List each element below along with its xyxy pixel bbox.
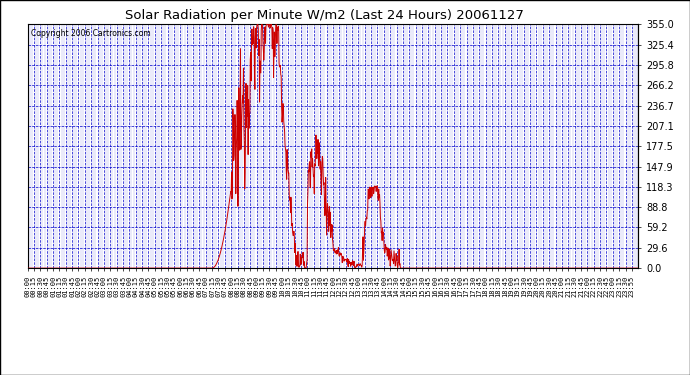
Text: Copyright 2006 Cartronics.com: Copyright 2006 Cartronics.com [30, 29, 150, 38]
Text: Solar Radiation per Minute W/m2 (Last 24 Hours) 20061127: Solar Radiation per Minute W/m2 (Last 24… [125, 9, 524, 22]
